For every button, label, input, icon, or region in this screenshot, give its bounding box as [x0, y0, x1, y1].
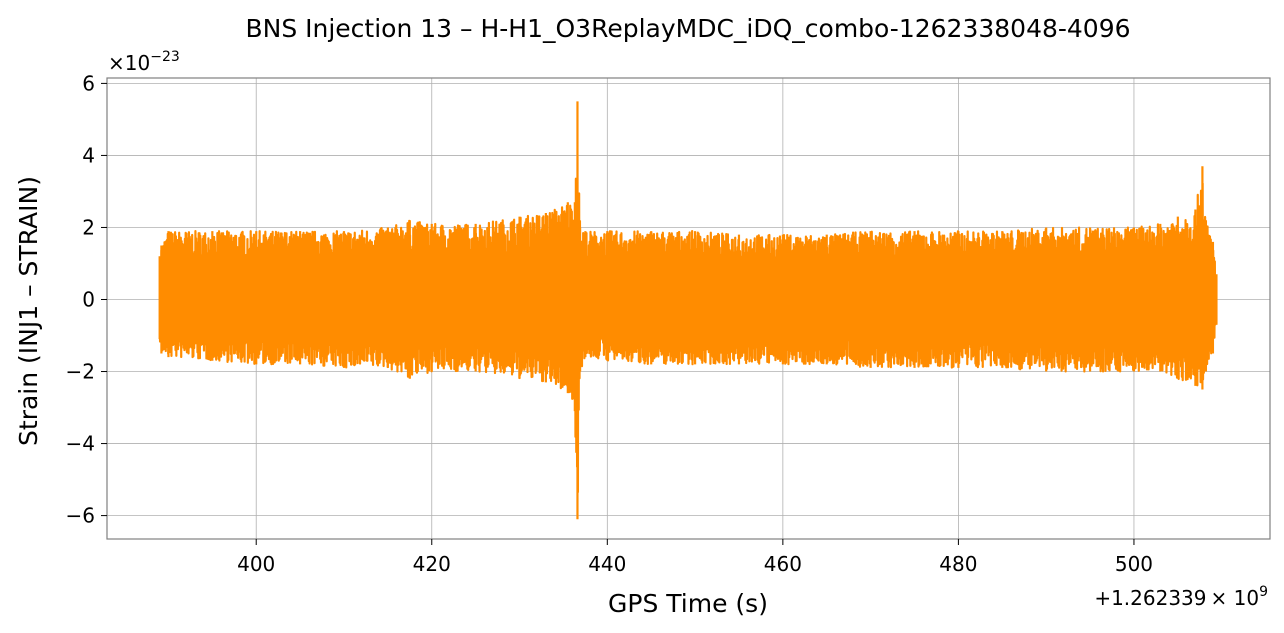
x-tick-label: 460	[764, 552, 802, 576]
y-tick-label: 0	[82, 287, 95, 311]
x-offset-exponent: 9	[1259, 584, 1268, 600]
y-axis: 6 4 2 0 −2 −4 −6	[66, 71, 107, 528]
y-tick-label: −4	[66, 432, 95, 456]
y-axis-label: Strain (INJ1 – STRAIN)	[14, 176, 43, 446]
plot-frame	[106, 77, 1271, 540]
y-tick-label: −2	[66, 360, 95, 384]
chart-title: BNS Injection 13 – H-H1_O3ReplayMDC_iDQ_…	[245, 14, 1130, 43]
strain-series-line	[158, 101, 1218, 520]
y-multiplier-exponent: −23	[150, 49, 180, 65]
x-tick-label: 420	[413, 552, 451, 576]
y-tick-label: 4	[82, 143, 95, 167]
y-tick-label: 6	[82, 71, 95, 95]
x-tick-label: 440	[588, 552, 626, 576]
x-axis: 400 420 440 460 480 500	[237, 539, 1153, 576]
x-axis-label: GPS Time (s)	[608, 589, 768, 618]
y-multiplier-base: ×10	[108, 51, 150, 75]
x-offset: +1.262339 × 109	[1094, 584, 1268, 610]
x-tick-label: 480	[939, 552, 977, 576]
y-multiplier: ×10−23	[108, 49, 180, 75]
x-tick-label: 400	[237, 552, 275, 576]
x-tick-label: 500	[1115, 552, 1153, 576]
x-offset-value: +1.262339	[1094, 586, 1206, 610]
series-layer	[158, 101, 1218, 520]
x-offset-times: × 10	[1211, 586, 1260, 610]
y-tick-label: −6	[66, 504, 95, 528]
y-tick-label: 2	[82, 215, 95, 239]
